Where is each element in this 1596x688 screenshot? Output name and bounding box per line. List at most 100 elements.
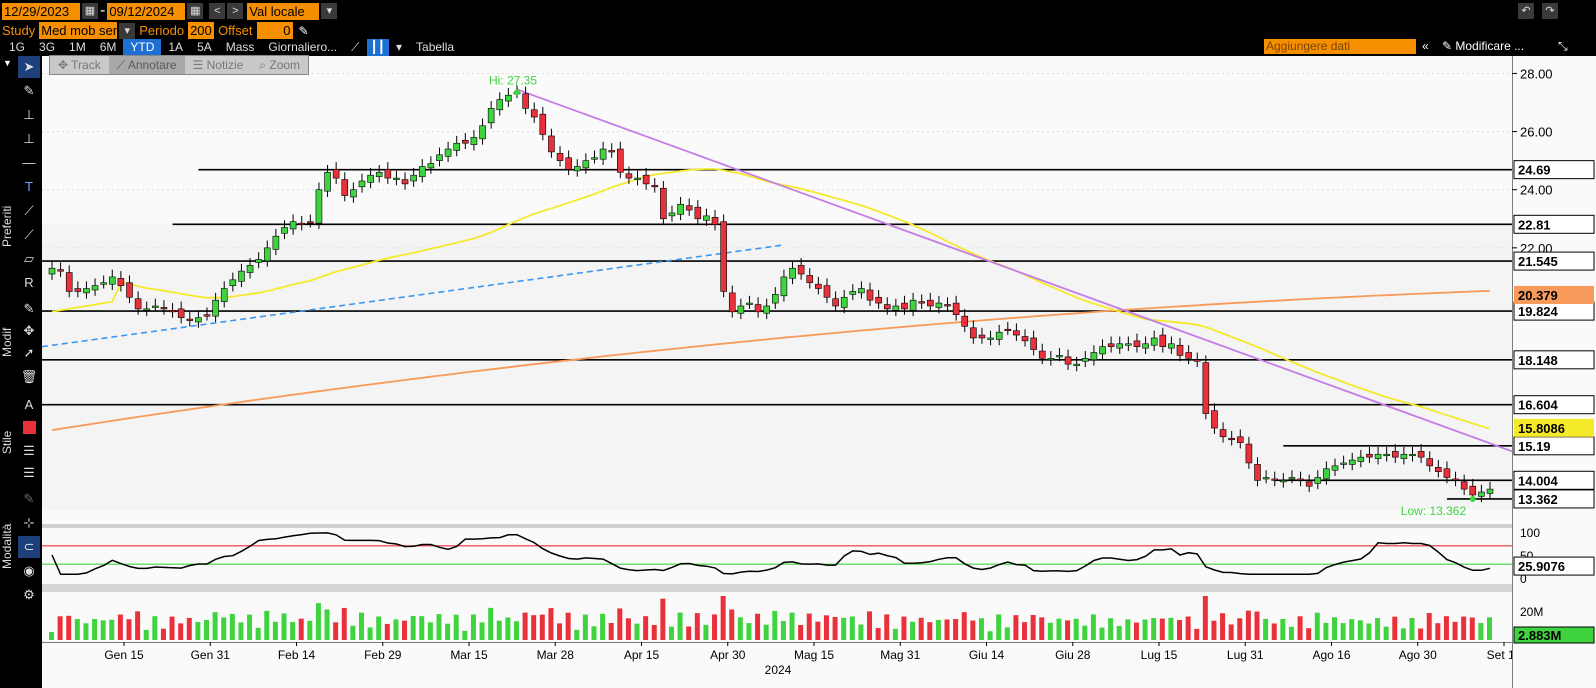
candle-body-16 (186, 318, 194, 321)
volume-bar-151 (1349, 619, 1355, 640)
candle-body-84 (772, 294, 779, 304)
crosshair-icon[interactable]: ⊹ (23, 515, 35, 530)
channel-icon[interactable]: ▱ (24, 251, 34, 266)
notes-button[interactable]: ☰ Notizie (185, 56, 252, 74)
select-icon[interactable]: ➚ (23, 345, 35, 360)
line-chart-icon[interactable]: ⟋ (351, 40, 360, 54)
line-style-icon[interactable]: ☰ (23, 465, 35, 480)
candle-body-110 (995, 331, 1003, 340)
period-tab-1a[interactable]: 1A (168, 40, 184, 54)
edit-line-icon[interactable]: ✎ (23, 301, 35, 316)
chevron-down-icon-2[interactable]: ▾ (119, 22, 136, 39)
frequency-select[interactable]: Giornaliero... (268, 40, 338, 54)
magnet-icon[interactable]: ⊂ (18, 536, 40, 558)
start-date-field[interactable]: 12/29/2023 (2, 2, 80, 20)
ma-badge-label-0: 20.379 (1518, 288, 1558, 303)
add-data-input[interactable]: Aggiungere dati (1264, 39, 1416, 54)
volume-bar-8 (117, 614, 123, 640)
currency-select[interactable]: Val locale (247, 2, 320, 20)
candle-body-56 (530, 109, 538, 118)
undo-icon[interactable]: ↶ (1518, 3, 1534, 19)
collapse-icon[interactable]: « (1422, 39, 1429, 53)
period-tab-1g[interactable]: 1G (9, 40, 26, 54)
period-tab-ytd[interactable]: YTD (123, 39, 162, 56)
candle-body-57 (539, 113, 547, 135)
palette-icon[interactable]: ◉ (23, 563, 35, 578)
text-icon[interactable]: T (25, 179, 33, 194)
price-panel[interactable]: Hi: 27.35 Low: 13.362 (41, 56, 1513, 524)
period-tab-3g[interactable]: 3G (39, 40, 56, 54)
volume-bar-143 (1280, 618, 1286, 640)
volume-bar-67 (625, 618, 631, 640)
level-badge-2 (1513, 251, 1595, 271)
candle-body-91 (832, 298, 839, 307)
annotate-button[interactable]: ⟋ Annotare (108, 56, 185, 74)
redo-icon[interactable]: ↷ (1542, 3, 1558, 19)
settings-gear-icon[interactable]: ⚙ (23, 587, 35, 602)
resize-icon[interactable]: ⤡ (1558, 39, 1568, 53)
candle-body-128 (1150, 337, 1158, 346)
level-badge-5 (1513, 395, 1595, 415)
period-tab-1m[interactable]: 1M (69, 40, 86, 54)
ray-icon[interactable]: ⟋ (24, 227, 34, 242)
sidebar-collapse-icon[interactable]: ▼ (3, 58, 12, 68)
volume-bar-20 (221, 617, 227, 640)
indicator-line (51, 532, 1491, 576)
y-axis: 28.00 26.00 24.00 22.00 24.69 22.81 21.545 19.8… (1511, 56, 1596, 688)
period-tab-5a[interactable]: 5A (197, 40, 212, 54)
chevron-down-icon[interactable]: ▾ (321, 3, 338, 19)
panel-divider[interactable] (42, 524, 1596, 528)
volume-bar-83 (763, 624, 769, 640)
pointer-icon[interactable]: ➤ (18, 56, 40, 78)
move-icon[interactable]: ✥ (23, 323, 35, 338)
candle-body-122 (1099, 346, 1106, 355)
line-width-icon[interactable]: ☰ (23, 443, 35, 458)
next-button[interactable]: > (227, 3, 244, 19)
panel-divider-2[interactable] (42, 584, 1596, 592)
zoom-button[interactable]: ⌕ Zoom (251, 56, 308, 74)
prev-button[interactable]: < (209, 3, 226, 19)
chart-type-chevron-icon[interactable]: ▾ (395, 40, 403, 54)
indicator-chart (42, 532, 1512, 576)
fib-ext-icon[interactable]: ⊥ (23, 131, 35, 146)
calendar-icon[interactable]: ▦ (82, 3, 98, 19)
table-button[interactable]: Tabella (416, 40, 455, 54)
period-input[interactable]: 200 (188, 22, 215, 39)
volume-bar-97 (884, 614, 890, 640)
calendar-icon-2[interactable]: ▦ (187, 3, 204, 19)
trendline-icon[interactable]: ⟋ (24, 203, 34, 218)
study-select[interactable]: Med mob ser (39, 22, 118, 39)
trash-icon[interactable]: 🗑 (20, 369, 38, 384)
pencil-icon[interactable]: ✎ (298, 23, 309, 38)
volume-bar-146 (1306, 628, 1312, 640)
offset-input[interactable]: 0 (256, 22, 293, 39)
track-button[interactable]: ✥ Track (50, 56, 109, 74)
candle-body-78 (720, 221, 727, 292)
indicator-panel[interactable] (42, 528, 1512, 584)
volume-panel[interactable] (42, 592, 1512, 642)
candle-body-31 (315, 189, 323, 224)
candle-body-127 (1142, 343, 1149, 349)
volume-bar-117 (1056, 618, 1062, 640)
mass-button[interactable]: Mass (225, 40, 255, 54)
level-badge-1 (1513, 214, 1595, 234)
level-badge-label-7: 14.004 (1518, 473, 1559, 488)
candle-body-23 (246, 264, 254, 273)
volume-bar-30 (307, 620, 313, 640)
fib-icon[interactable]: ⊥ (23, 107, 35, 122)
volume-bar-56 (531, 615, 537, 640)
period-tab-6m[interactable]: 6M (99, 40, 117, 54)
candle-body-20 (220, 288, 228, 302)
rect-icon[interactable]: R (24, 275, 34, 290)
volume-bar-118 (1065, 620, 1071, 640)
font-icon[interactable]: A (24, 397, 34, 412)
volume-bar-35 (350, 625, 356, 640)
end-date-field[interactable]: 09/12/2024 (107, 2, 186, 20)
horizontal-line-icon[interactable]: — (22, 155, 36, 170)
pen-icon[interactable]: ✎ (23, 83, 35, 98)
volume-bar-73 (677, 612, 683, 640)
color-swatch[interactable] (18, 416, 40, 438)
modify-button[interactable]: ✎ Modificare ... (1442, 39, 1524, 53)
eraser-icon[interactable]: ✎ (23, 491, 35, 506)
candle-chart-icon[interactable]: ┃┃ (366, 39, 389, 56)
